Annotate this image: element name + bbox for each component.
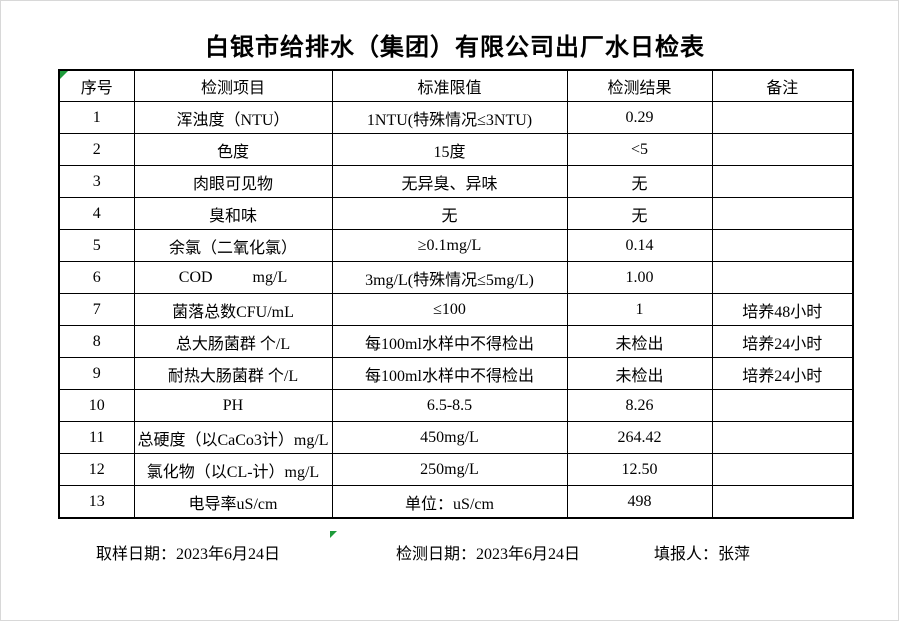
footer: 取样日期：2023年6月24日 检测日期：2023年6月24日 填报人：张萍 (1, 540, 898, 563)
cell-no: 10 (58, 389, 135, 422)
cell-no: 8 (58, 325, 135, 358)
cell-item: 耐热大肠菌群 个/L (133, 357, 333, 390)
cell-no: 11 (58, 421, 135, 454)
cell-note (711, 101, 854, 134)
cell-note (711, 261, 854, 294)
cell-limit: 无异臭、异味 (331, 165, 568, 198)
reporter: 填报人：张萍 (654, 546, 751, 563)
cell-note (711, 389, 854, 422)
table-row: 4 臭和味无无 (58, 197, 854, 230)
cell-item: 电导率uS/cm (133, 485, 333, 519)
cell-item: 余氯（二氧化氯） (133, 229, 333, 262)
cell-item: 总硬度（以CaCo3计）mg/L (133, 421, 333, 454)
cell-limit: 3mg/L(特殊情况≤5mg/L) (331, 261, 568, 294)
cell-no: 1 (58, 101, 135, 134)
cell-limit: 每100ml水样中不得检出 (331, 325, 568, 358)
cell-note: 培养48小时 (711, 293, 854, 326)
cell-note (711, 165, 854, 198)
cell-limit: 单位：uS/cm (331, 485, 568, 519)
table-row: 6 COD mg/L 3mg/L(特殊情况≤5mg/L) 1.00 (58, 261, 854, 294)
cell-limit: ≥0.1mg/L (331, 229, 568, 262)
cell-item: COD mg/L (133, 261, 333, 294)
table-row: 13 电导率uS/cm 单位：uS/cm 498 (58, 485, 854, 519)
cell-result: <5 (566, 133, 713, 166)
cell-result: 无 (566, 197, 713, 230)
cell-limit: 250mg/L (331, 453, 568, 486)
cell-result: 未检出 (566, 325, 713, 358)
cell-limit: 450mg/L (331, 421, 568, 454)
cell-item: 肉眼可见物 (133, 165, 333, 198)
table-row: 9 耐热大肠菌群 个/L 每100ml水样中不得检出 未检出 培养24小时 (58, 357, 854, 390)
cell-item: 浑浊度（NTU） (133, 101, 333, 134)
cell-no: 6 (58, 261, 135, 294)
cell-flag-triangle (330, 531, 337, 538)
table-row: 7 菌落总数CFU/mL ≤100 1 培养48小时 (58, 293, 854, 326)
cell-no: 3 (58, 165, 135, 198)
cell-item: 氯化物（以CL-计）mg/L (133, 453, 333, 486)
table-row: 11 总硬度（以CaCo3计）mg/L 450mg/L 264.42 (58, 421, 854, 454)
table-row: 10 PH 6.5-8.5 8.26 (58, 389, 854, 422)
sample-date: 取样日期：2023年6月24日 (96, 546, 281, 563)
cell-result: 未检出 (566, 357, 713, 390)
table-row: 5 余氯（二氧化氯） ≥0.1mg/L 0.14 (58, 229, 854, 262)
table-row: 8 总大肠菌群 个/L 每100ml水样中不得检出 未检出 培养24小时 (58, 325, 854, 358)
cell-result: 264.42 (566, 421, 713, 454)
cell-item: 色度 (133, 133, 333, 166)
cell-note (711, 229, 854, 262)
table-row: 3 肉眼可见物 无异臭、异味无 (58, 165, 854, 198)
cell-limit: 无 (331, 197, 568, 230)
page-title: 白银市给排水（集团）有限公司出厂水日检表 (205, 35, 705, 61)
cell-item: 总大肠菌群 个/L (133, 325, 333, 358)
cell-note: 培养24小时 (711, 325, 854, 358)
cell-result: 0.14 (566, 229, 713, 262)
cell-result: 8.26 (566, 389, 713, 422)
cell-limit: ≤100 (331, 293, 568, 326)
col-header-result: 检测结果 (566, 69, 713, 102)
col-header-limit: 标准限值 (331, 69, 568, 102)
cell-limit: 每100ml水样中不得检出 (331, 357, 568, 390)
cell-no: 2 (58, 133, 135, 166)
cell-flag-triangle (60, 71, 68, 79)
cell-item: 臭和味 (133, 197, 333, 230)
cell-limit: 15度 (331, 133, 568, 166)
cell-result: 1.00 (566, 261, 713, 294)
cell-item: PH (133, 389, 333, 422)
col-header-no: 序号 (58, 69, 135, 102)
cell-no: 7 (58, 293, 135, 326)
cell-result: 12.50 (566, 453, 713, 486)
table-row: 12 氯化物（以CL-计）mg/L 250mg/L 12.50 (58, 453, 854, 486)
cell-note (711, 485, 854, 519)
cell-note: 培养24小时 (711, 357, 854, 390)
cell-no: 12 (58, 453, 135, 486)
inspection-table: 序号 检测项目 标准限值 检测结果 备注 1 浑浊度（NTU） 1NTU(特殊情况≤… (58, 69, 854, 519)
col-header-note: 备注 (711, 69, 854, 102)
table-row: 2 色度 15度 <5 (58, 133, 854, 166)
col-header-item: 检测项目 (133, 69, 333, 102)
cell-result: 498 (566, 485, 713, 519)
cell-limit: 1NTU(特殊情况≤3NTU) (331, 101, 568, 134)
cell-no: 5 (58, 229, 135, 262)
cell-note (711, 133, 854, 166)
cell-limit: 6.5-8.5 (331, 389, 568, 422)
cell-note (711, 421, 854, 454)
cell-note (711, 197, 854, 230)
cell-note (711, 453, 854, 486)
cell-no: 13 (58, 485, 135, 519)
table-body: 1 浑浊度（NTU） 1NTU(特殊情况≤3NTU) 0.29 2 色度 15度 <5 3 肉眼可… (58, 101, 854, 519)
cell-result: 0.29 (566, 101, 713, 134)
cell-result: 无 (566, 165, 713, 198)
cell-result: 1 (566, 293, 713, 326)
table-row: 1 浑浊度（NTU） 1NTU(特殊情况≤3NTU) 0.29 (58, 101, 854, 134)
test-date: 检测日期：2023年6月24日 (396, 546, 581, 563)
table-header-row: 序号 检测项目 标准限值 检测结果 备注 (58, 69, 854, 102)
cell-item: 菌落总数CFU/mL (133, 293, 333, 326)
cell-no: 9 (58, 357, 135, 390)
cell-no: 4 (58, 197, 135, 230)
